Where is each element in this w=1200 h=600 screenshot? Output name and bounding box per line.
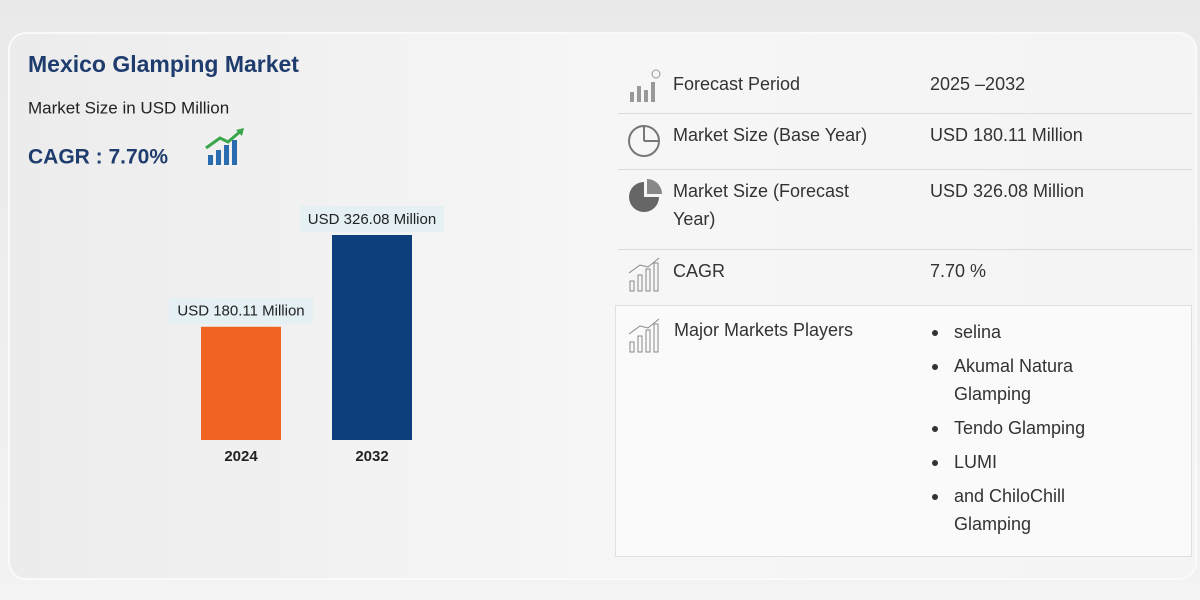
- table-row: Market Size (Base Year) USD 180.11 Milli…: [618, 113, 1192, 170]
- x-tick-label: 2032: [355, 448, 388, 465]
- growth-icon: [205, 128, 244, 165]
- row-icon: [629, 179, 662, 212]
- players-box: Major Markets Players selina Akumal Natur…: [615, 305, 1192, 557]
- x-tick-label: 2024: [224, 448, 258, 465]
- chart-subtitle: Market Size in USD Million: [28, 98, 229, 117]
- row-icon: [630, 69, 661, 102]
- value-label: USD 180.11 Million: [177, 303, 304, 320]
- bar: [201, 326, 281, 440]
- chart: Mexico Glamping Market Market Size in US…: [28, 51, 444, 465]
- row-value: USD 180.11 Million: [930, 125, 1083, 145]
- row-label: Market Size (Base Year): [673, 125, 868, 145]
- row-value: USD 326.08 Million: [930, 181, 1085, 201]
- row-label: Forecast Period: [673, 74, 801, 94]
- row-label: Market Size (Forecast Year): [673, 181, 850, 229]
- player-item: Akumal Natura Glamping: [932, 352, 1112, 408]
- value-label-bg: [169, 297, 313, 324]
- row-value: 2025 –2032: [930, 74, 1026, 94]
- player-item: Tendo Glamping: [932, 414, 1112, 442]
- players-list: selina Akumal Natura Glamping Tendo Glampi…: [932, 318, 1112, 544]
- row-value: 7.70 %: [930, 261, 987, 281]
- bar: [332, 235, 412, 440]
- value-label-bg: [300, 206, 444, 232]
- player-item: selina: [932, 318, 1112, 346]
- table-row: Market Size (Forecast Year) USD 326.08 M…: [618, 169, 1192, 250]
- players-label: Major Markets Players: [674, 320, 854, 340]
- value-label: USD 326.08 Million: [308, 211, 436, 228]
- player-item: LUMI: [932, 448, 1112, 476]
- chart-title: Mexico Glamping Market: [28, 51, 299, 77]
- row-icon: [628, 257, 660, 292]
- row-label: CAGR: [673, 261, 726, 281]
- table-row: Forecast Period 2025 –2032: [618, 62, 1192, 114]
- row-icon: [628, 125, 660, 157]
- cagr-annotation: CAGR : 7.70%: [28, 146, 168, 169]
- player-item: and ChiloChill Glamping: [932, 482, 1112, 538]
- table-row: CAGR 7.70 %: [618, 249, 1192, 306]
- row-icon: [628, 318, 660, 353]
